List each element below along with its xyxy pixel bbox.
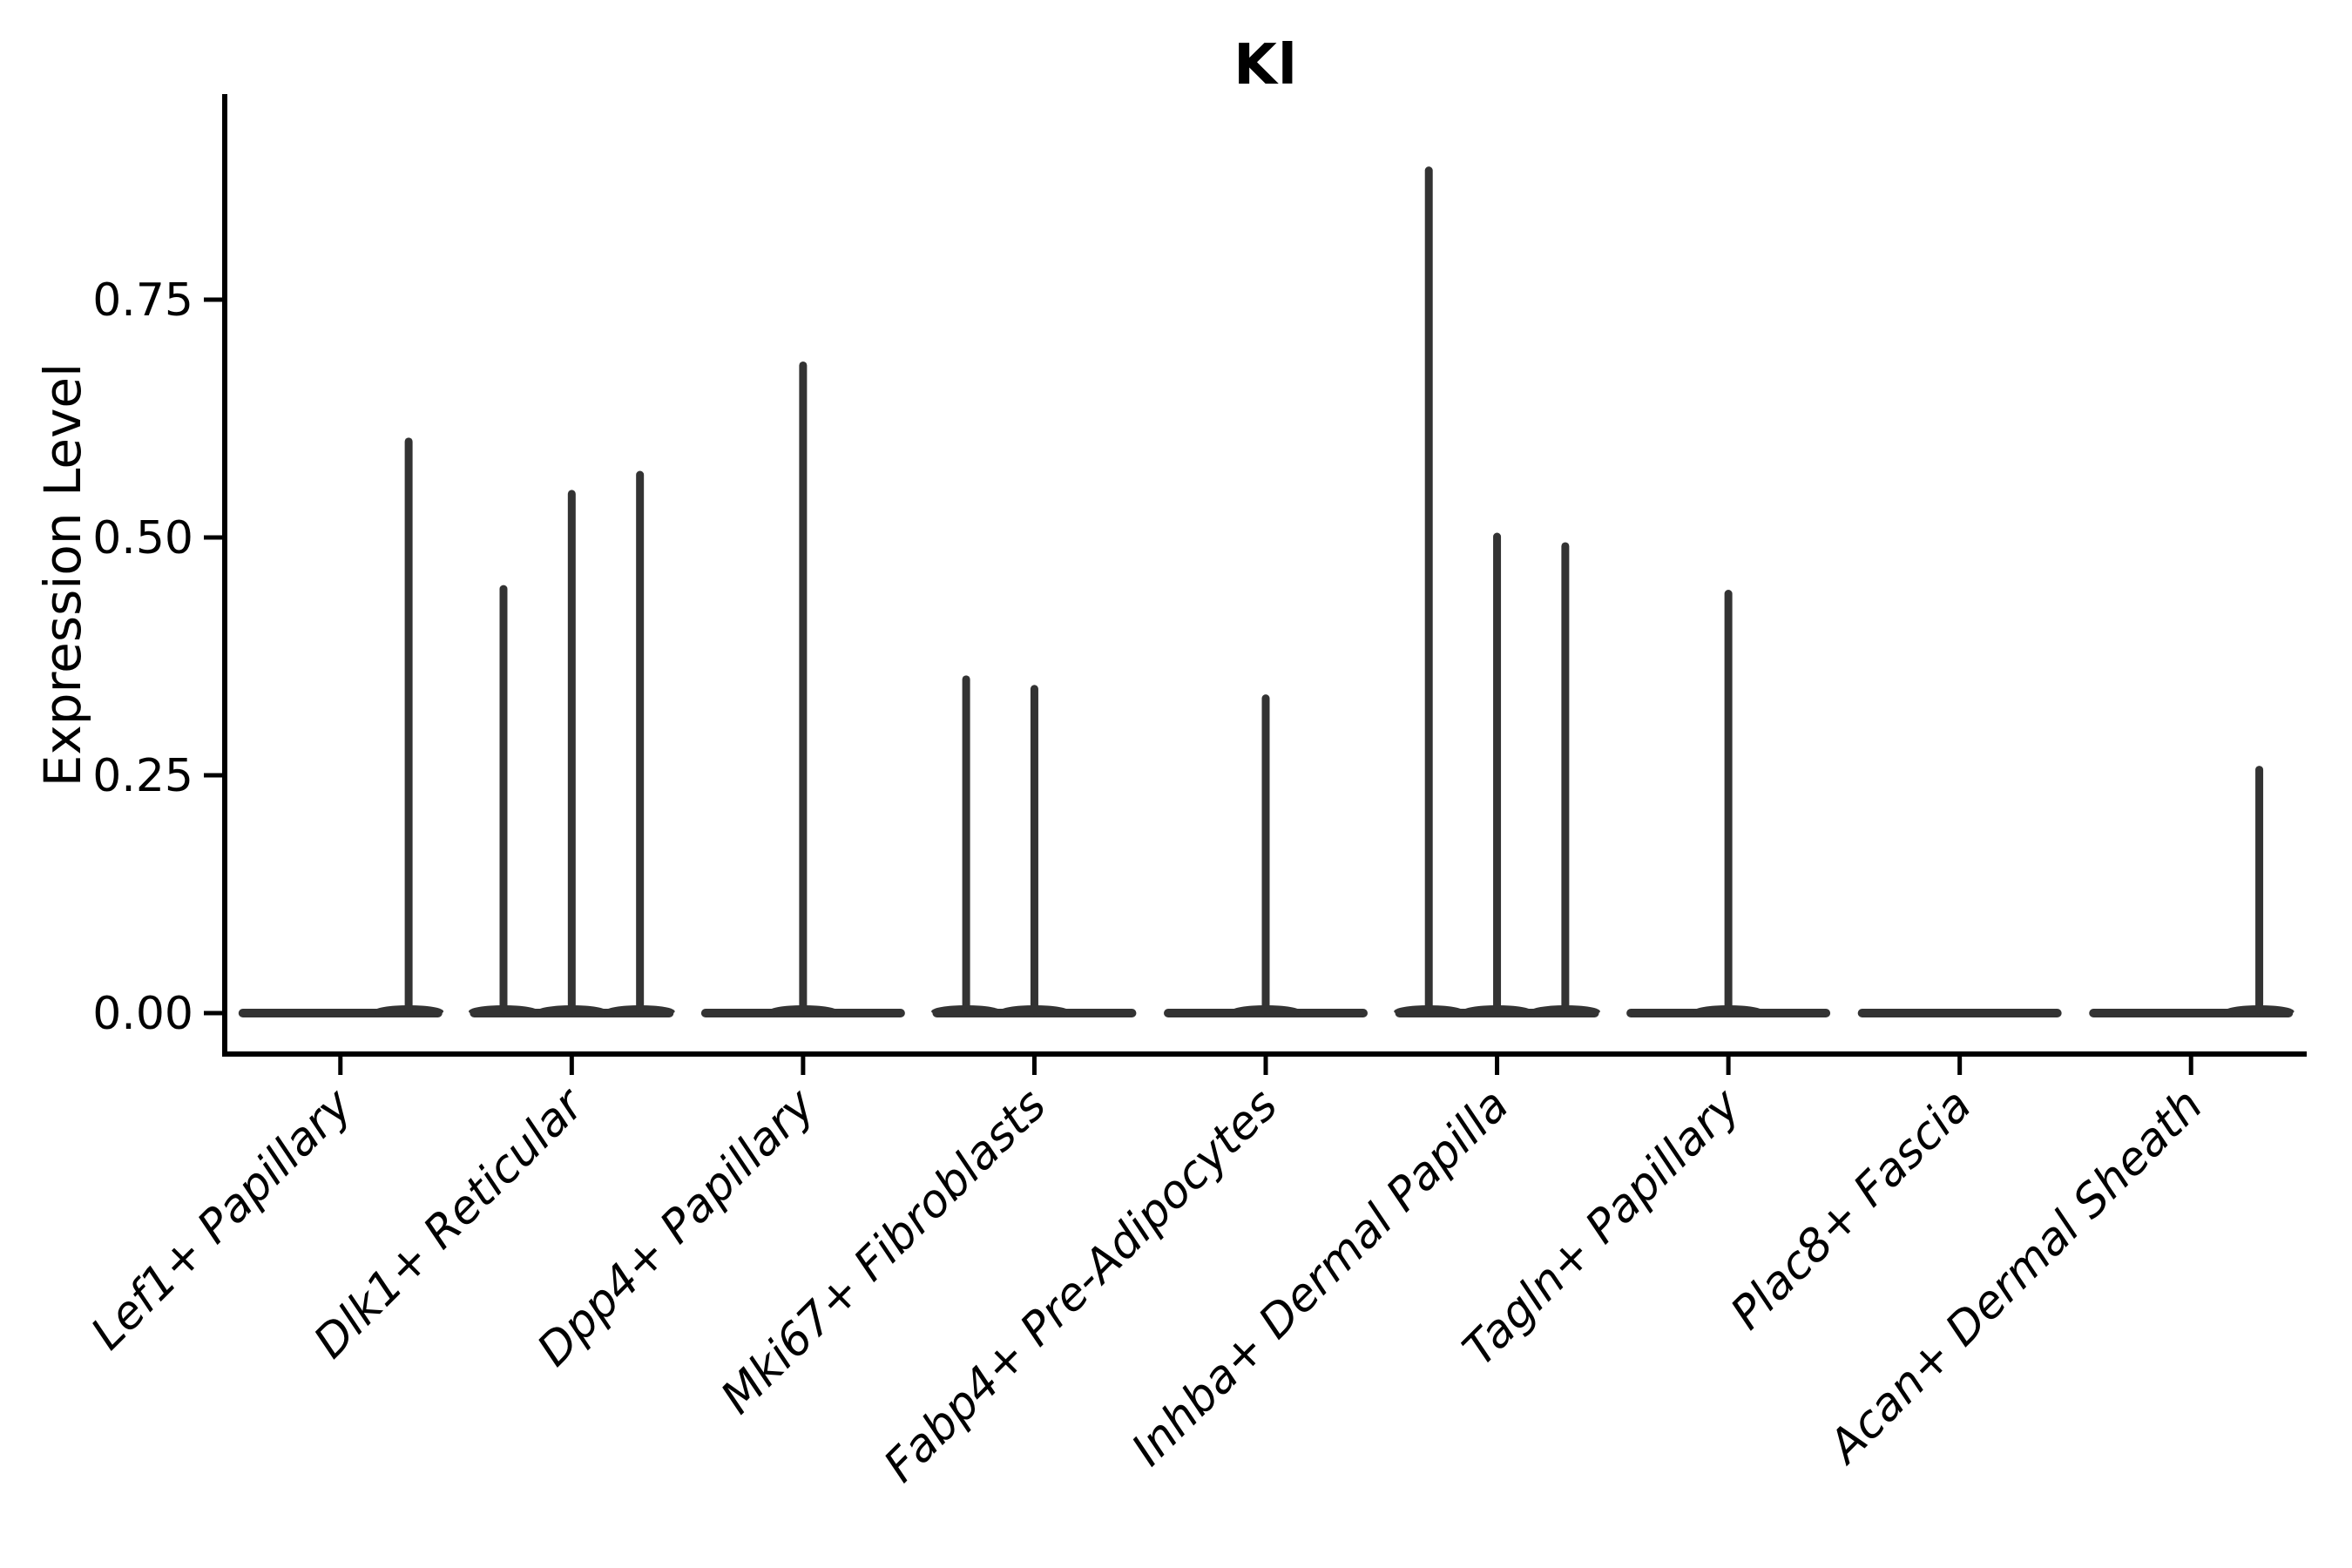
y-tick-label: 0.50 bbox=[92, 512, 193, 564]
y-tick-label: 0.25 bbox=[92, 750, 193, 802]
violin-baseline bbox=[1857, 1009, 2062, 1017]
x-category-label: Acan+ Dermal Sheath bbox=[1817, 1079, 2213, 1475]
x-category-label: Fabp4+ Pre-Adipocytes bbox=[875, 1079, 1288, 1493]
chart-title: Kl bbox=[1233, 33, 1298, 98]
y-axis-label: Expression Level bbox=[33, 362, 92, 787]
x-category-label: Inhba+ Dermal Papilla bbox=[1122, 1079, 1519, 1477]
x-category-label: Plac8+ Fascia bbox=[1721, 1079, 1982, 1340]
y-tick-label: 0.00 bbox=[92, 988, 193, 1040]
y-tick-label: 0.75 bbox=[92, 274, 193, 327]
